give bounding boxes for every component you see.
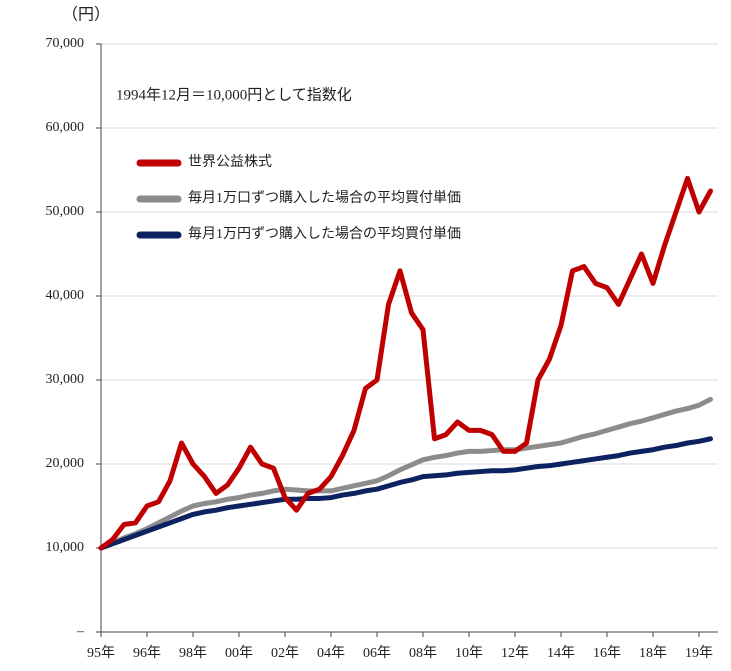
x-tick-label: 08年 (409, 645, 437, 661)
x-tick-label: 18年 (639, 645, 667, 661)
x-tick-label: 98年 (179, 645, 207, 661)
legend-label: 世界公益株式 (188, 154, 272, 170)
y-tick-label: 30,000 (46, 372, 85, 387)
legend-label: 毎月1万円ずつ購入した場合の平均買付単価 (188, 226, 461, 242)
x-tick-label: 19年 (685, 645, 713, 661)
x-tick-label: 12年 (501, 645, 529, 661)
x-tick-label: 95年 (87, 645, 115, 661)
x-tick-label: 04年 (317, 645, 345, 661)
x-tick-label: 06年 (363, 645, 391, 661)
y-tick-label: 40,000 (46, 288, 85, 303)
x-tick-label: 10年 (455, 645, 483, 661)
legend-label: 毎月1万口ずつ購入した場合の平均買付単価 (188, 190, 461, 206)
series-line (98, 396, 713, 551)
y-tick-label: 10,000 (46, 540, 85, 555)
series-line (98, 436, 713, 551)
y-tick-label: 60,000 (46, 120, 85, 135)
annotation: 1994年12月＝10,000円として指数化 (116, 86, 352, 103)
y-tick-label: – (76, 624, 85, 639)
x-tick-label: 00年 (225, 645, 253, 661)
y-axis-label: （円） (62, 6, 110, 24)
x-tick-label: 02年 (271, 645, 299, 661)
y-tick-label: 70,000 (46, 36, 85, 51)
y-tick-label: 20,000 (46, 456, 85, 471)
x-tick-label: 14年 (547, 645, 575, 661)
x-tick-label: 16年 (593, 645, 621, 661)
y-tick-label: 50,000 (46, 204, 85, 219)
series-line (98, 175, 713, 551)
x-tick-label: 96年 (133, 645, 161, 661)
